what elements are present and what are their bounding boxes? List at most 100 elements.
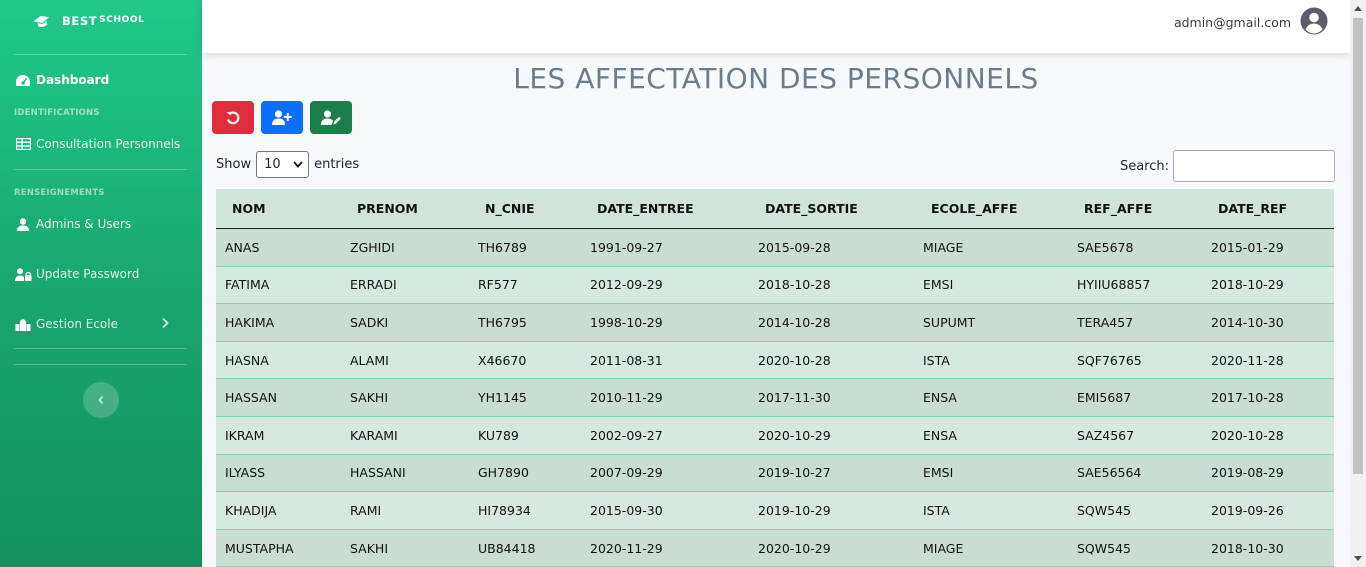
table-cell: KU789	[478, 427, 519, 443]
user-plus-icon	[272, 110, 292, 125]
table-cell: 2020-11-29	[590, 540, 663, 556]
sidebar-item-label: Admins & Users	[36, 217, 132, 231]
table-row[interactable]: ILYASS HASSANI GH7890 2007-09-29 2019-10-27 E…	[216, 454, 1334, 493]
table-cell: ILYASS	[225, 465, 266, 481]
table-cell: ANAS	[225, 239, 260, 255]
table-cell: 2020-10-28	[1211, 427, 1284, 443]
table-cell: MIAGE	[923, 239, 964, 255]
table-cell: 2014-10-30	[1211, 314, 1284, 330]
school-icon	[14, 317, 32, 331]
sidebar-item-consultation[interactable]: Consultation Personnels	[14, 132, 194, 156]
table-cell: HYIIU68857	[1077, 277, 1151, 293]
search-label: Search:	[1119, 158, 1169, 174]
sidebar-toggle-button[interactable]	[83, 382, 119, 418]
table-cell: EMSI	[923, 465, 954, 481]
table-cell: 2019-10-27	[758, 465, 831, 481]
search-control: Search:	[1120, 150, 1335, 182]
column-header[interactable]: DATE_REF	[1218, 201, 1288, 216]
table-cell: 2018-10-29	[1211, 277, 1284, 293]
table-cell: FATIMA	[225, 277, 270, 293]
table-cell: 2015-09-28	[758, 239, 831, 255]
sidebar-heading-renseignements: RENSEIGNEMENTS	[14, 188, 105, 198]
sidebar-divider	[14, 364, 187, 365]
table-row[interactable]: FATIMA ERRADI RF577 2012-09-29 2018-10-28 EMS…	[216, 266, 1334, 305]
table-icon	[14, 137, 32, 151]
entries-select[interactable]: 10	[256, 151, 310, 178]
user-avatar-icon[interactable]	[1300, 7, 1328, 35]
table-cell: 2019-10-29	[758, 502, 831, 518]
table-cell: X46670	[478, 352, 527, 368]
sidebar-item-gestion-ecole[interactable]: Gestion Ecole	[14, 312, 187, 336]
table-row[interactable]: HASSAN SAKHI YH1145 2010-11-29 2017-11-30 ENS…	[216, 379, 1334, 417]
topbar: admin@gmail.com	[202, 0, 1350, 53]
show-entries-control: Show 10 entries	[216, 151, 359, 178]
add-user-button[interactable]	[261, 101, 303, 134]
table-cell: 2020-10-29	[758, 540, 831, 556]
column-header[interactable]: NOM	[232, 201, 266, 216]
table-cell: MUSTAPHA	[225, 540, 294, 556]
sidebar-item-label: Update Password	[36, 267, 140, 281]
table-cell: IKRAM	[225, 427, 265, 443]
table-cell: TH6795	[478, 314, 527, 330]
column-header[interactable]: ECOLE_AFFE	[931, 201, 1018, 216]
scroll-up-arrow-icon[interactable]	[1354, 5, 1362, 11]
user-email[interactable]: admin@gmail.com	[1173, 15, 1291, 30]
sidebar: BEST SCHOOL Dashboard IDENTIFICATIONS Con…	[0, 0, 202, 567]
table-cell: SADKI	[350, 314, 389, 330]
edit-user-button[interactable]	[310, 101, 352, 134]
sidebar-divider	[14, 348, 187, 349]
table-cell: 2018-10-28	[758, 277, 831, 293]
table-cell: 2002-09-27	[590, 427, 663, 443]
reset-button[interactable]	[212, 101, 254, 134]
brand[interactable]: BEST SCHOOL	[0, 0, 202, 54]
scroll-down-arrow-icon[interactable]	[1354, 556, 1362, 562]
table-cell: SQF76765	[1077, 352, 1142, 368]
sidebar-item-admins-users[interactable]: Admins & Users	[14, 212, 194, 236]
sidebar-item-label: Consultation Personnels	[36, 137, 181, 151]
table-cell: 2007-09-29	[590, 465, 663, 481]
column-header[interactable]: PRENOM	[357, 201, 418, 216]
column-header[interactable]: DATE_ENTREE	[597, 201, 694, 216]
search-input[interactable]	[1173, 150, 1335, 182]
tachometer-icon	[14, 73, 32, 87]
table-cell: ERRADI	[350, 277, 397, 293]
table-cell: 2015-09-30	[590, 502, 663, 518]
table-cell: SAE5678	[1077, 239, 1134, 255]
table-cell: MIAGE	[923, 540, 964, 556]
scrollbar-thumb[interactable]	[1353, 18, 1363, 474]
table-cell: 2017-10-28	[1211, 390, 1284, 406]
table-row[interactable]: KHADIJA RAMI HI78934 2015-09-30 2019-10-29 IS…	[216, 492, 1334, 530]
chevron-down-icon	[293, 161, 303, 168]
table-row[interactable]: HASNA ALAMI X46670 2011-08-31 2020-10-28 ISTA…	[216, 341, 1334, 380]
table-row[interactable]: MUSTAPHA SAKHI UB84418 2020-11-29 2020-10-29…	[216, 529, 1334, 567]
table-cell: SAE56564	[1077, 465, 1142, 481]
table-cell: 2015-01-29	[1211, 239, 1284, 255]
table-cell: 2020-11-28	[1211, 352, 1284, 368]
column-header[interactable]: REF_AFFE	[1084, 201, 1153, 216]
table-cell: ENSA	[923, 427, 957, 443]
table-cell: HASSAN	[225, 390, 277, 406]
sidebar-divider	[14, 169, 187, 170]
table-body: ANAS ZGHIDI TH6789 1991-09-27 2015-09-28 MIAG…	[216, 229, 1334, 567]
chevron-left-icon	[98, 395, 104, 405]
table-cell: SAKHI	[350, 390, 389, 406]
table-cell: SUPUMT	[923, 314, 976, 330]
table-row[interactable]: HAKIMA SADKI TH6795 1998-10-29 2014-10-28 SUP…	[216, 304, 1334, 342]
table-cell: 2019-09-26	[1211, 502, 1284, 518]
table-cell: SQW545	[1077, 502, 1131, 518]
table-cell: EMI5687	[1077, 390, 1132, 406]
table-row[interactable]: ANAS ZGHIDI TH6789 1991-09-27 2015-09-28 MIAG…	[216, 229, 1334, 267]
table-cell: HASNA	[225, 352, 269, 368]
table-cell: YH1145	[478, 390, 527, 406]
table-row[interactable]: IKRAM KARAMI KU789 2002-09-27 2020-10-29 ENSA…	[216, 416, 1334, 455]
sidebar-item-update-password[interactable]: Update Password	[14, 262, 194, 286]
undo-icon	[226, 110, 240, 124]
column-header[interactable]: N_CNIE	[485, 201, 535, 216]
sidebar-item-dashboard[interactable]: Dashboard	[14, 68, 194, 92]
table-cell: EMSI	[923, 277, 954, 293]
brand-sup: SCHOOL	[99, 15, 145, 25]
column-header[interactable]: DATE_SORTIE	[765, 201, 858, 216]
table-cell: RF577	[478, 277, 518, 293]
table-cell: ALAMI	[350, 352, 389, 368]
page-scrollbar[interactable]	[1350, 0, 1366, 567]
